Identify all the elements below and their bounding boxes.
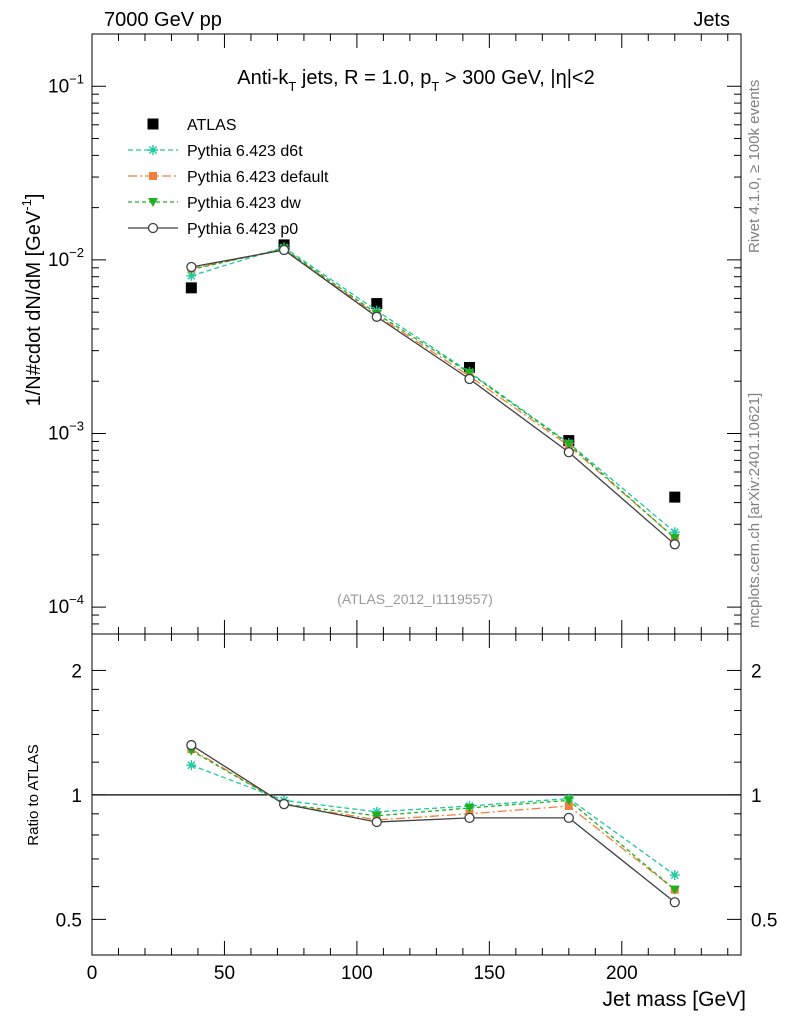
x-tick-label: 0	[87, 963, 98, 984]
y-tick-label: 10−1	[48, 71, 84, 97]
ratio-y-tick-label: 2	[751, 661, 762, 682]
analysis-watermark: (ATLAS_2012_I1119557)	[337, 591, 493, 607]
ratio-line-dw	[191, 750, 676, 891]
legend-marker-default	[149, 172, 157, 180]
data-point-p0	[669, 539, 680, 550]
legend-item-d6t: Pythia 6.423 d6t	[128, 143, 303, 160]
ratio-point-p0	[669, 897, 680, 908]
x-tick-label: 50	[214, 963, 235, 984]
ratio-point-p0	[563, 812, 574, 824]
data-point-p0	[371, 311, 382, 322]
y-tick-label: 10−2	[48, 245, 84, 271]
ratio-y-tick-label: 1	[71, 786, 82, 807]
ratio-point-dw	[563, 796, 574, 806]
header-left: 7000 GeV pp	[104, 9, 222, 31]
ratio-y-axis-label: Ratio to ATLAS	[25, 744, 42, 845]
data-point-dw	[563, 439, 574, 449]
x-tick-label: 150	[473, 963, 505, 984]
ratio-line-p0	[190, 744, 676, 903]
ratio-point-p0	[186, 739, 197, 751]
ratio-point-p0	[464, 812, 475, 824]
data-point-p0	[186, 261, 197, 273]
series-dw	[186, 244, 680, 544]
legend-marker-data	[147, 118, 159, 130]
data-point-d6t	[669, 527, 680, 538]
x-tick-label: 200	[606, 963, 638, 984]
ratio-point-p0	[278, 798, 290, 810]
legend-label-p0: Pythia 6.423 p0	[187, 221, 298, 238]
legend-marker-dw	[148, 198, 158, 207]
ratio-series-p0	[186, 739, 680, 908]
data-point-data	[371, 298, 383, 310]
ratio-series-dw	[186, 746, 680, 895]
series-line-d6t	[191, 246, 676, 533]
x-axis-label: Jet mass [GeV]	[602, 988, 746, 1011]
rivet-version-label: Rivet 4.1.0, ≥ 100k events	[746, 79, 763, 253]
x-tick-label: 100	[341, 963, 373, 984]
series-d6t	[186, 242, 680, 538]
legend-item-data: ATLAS	[147, 117, 237, 134]
series-data	[185, 239, 681, 503]
ratio-point-p0	[371, 816, 382, 828]
data-point-dw	[464, 369, 475, 379]
ratio-point-dw	[371, 811, 382, 821]
legend-label-d6t: Pythia 6.423 d6t	[187, 143, 303, 160]
series-p0	[186, 244, 680, 550]
data-point-p0	[464, 373, 475, 385]
data-point-p0	[278, 244, 290, 256]
data-point-data	[669, 491, 681, 503]
data-point-d6t	[186, 270, 197, 281]
ratio-point-dw	[464, 803, 475, 813]
series-line-p0	[191, 249, 676, 545]
data-point-data	[185, 282, 197, 294]
ratio-point-d6t	[186, 760, 197, 771]
legend-item-dw: Pythia 6.423 dw	[128, 195, 301, 212]
main-y-axis-label: 1/N#cdot dN/dM [GeV-1]	[19, 194, 45, 407]
series-default	[187, 245, 679, 543]
source-label: mcplots.cern.ch [arXiv:2401.10621]	[746, 392, 763, 628]
legend-label-dw: Pythia 6.423 dw	[187, 195, 301, 212]
legend-item-p0: Pythia 6.423 p0	[128, 221, 298, 238]
legend-label-default: Pythia 6.423 default	[187, 169, 329, 186]
chart-title: Anti-kT jets, R = 1.0, pT > 300 GeV, |η|…	[237, 67, 594, 94]
ratio-y-tick-label: 2	[71, 661, 82, 682]
y-tick-label: 10−3	[48, 418, 84, 444]
data-point-dw	[669, 534, 680, 544]
legend-label-data: ATLAS	[187, 117, 237, 134]
data-point-p0	[563, 447, 574, 458]
legend-item-default: Pythia 6.423 default	[128, 169, 329, 186]
legend-marker-p0	[147, 222, 159, 234]
series-line-default	[191, 248, 676, 539]
series-line-dw	[191, 247, 676, 539]
ratio-point-default	[564, 802, 573, 811]
header-right: Jets	[693, 9, 730, 31]
ratio-point-dw	[669, 885, 680, 895]
legend-marker-d6t	[148, 145, 158, 155]
ratio-y-tick-label: 0.5	[56, 910, 82, 931]
y-tick-label: 10−4	[48, 592, 84, 618]
ratio-y-tick-label: 1	[751, 786, 762, 807]
ratio-point-d6t	[669, 870, 680, 881]
ratio-y-tick-label: 0.5	[751, 910, 777, 931]
